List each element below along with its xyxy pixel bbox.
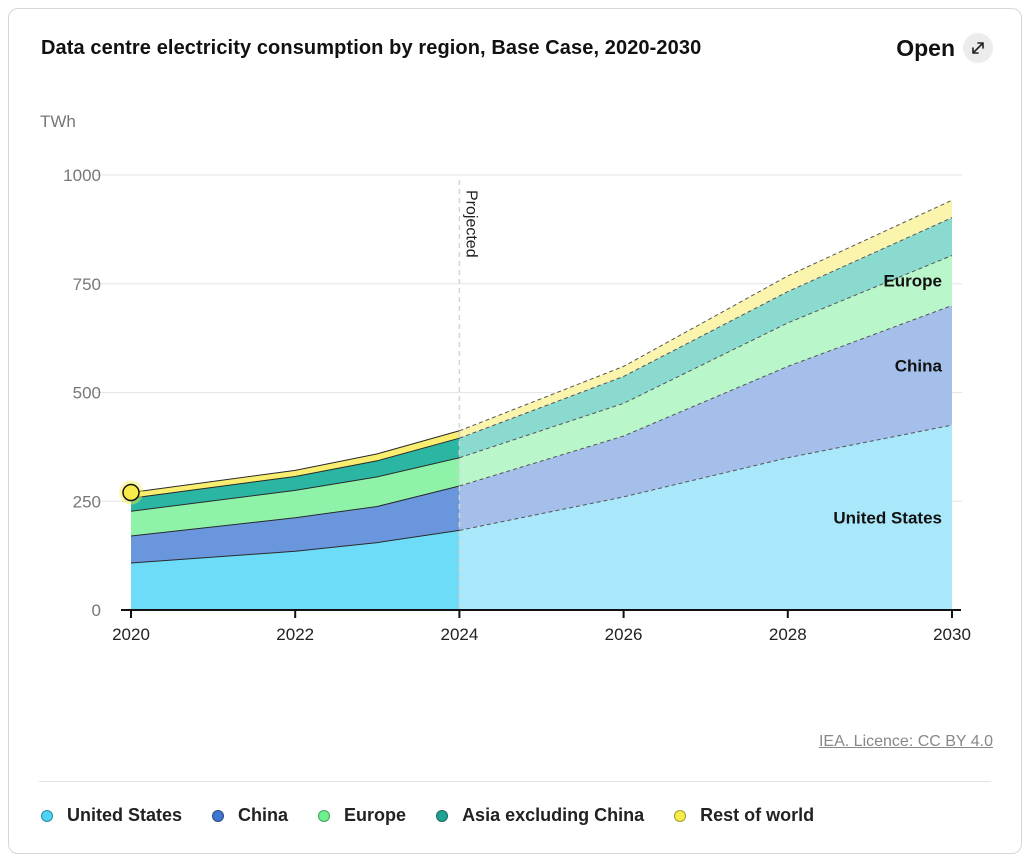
y-axis-label: TWh <box>40 112 76 131</box>
x-tick-label: 2030 <box>933 625 971 644</box>
open-label: Open <box>896 34 955 61</box>
series-line-historical <box>130 529 460 564</box>
legend-swatch <box>674 809 687 822</box>
series-line-projected <box>459 217 953 439</box>
legend-swatch <box>212 809 225 822</box>
series-line-historical <box>130 457 460 512</box>
legend-item[interactable]: United States <box>41 805 182 826</box>
y-tick-label: 750 <box>73 275 101 294</box>
x-tick-label: 2028 <box>769 625 807 644</box>
legend-item[interactable]: Rest of world <box>674 805 814 826</box>
area-projected <box>459 200 952 439</box>
x-tick-label: 2026 <box>605 625 643 644</box>
legend-label: Rest of world <box>700 805 815 825</box>
series-label: United States <box>833 509 942 528</box>
series-line-historical <box>130 437 460 499</box>
chart-title: Data centre electricity consumption by r… <box>41 37 702 59</box>
x-tick-label: 2020 <box>112 625 150 644</box>
area-historical <box>131 530 460 610</box>
series-label: China <box>895 356 943 375</box>
legend-label: Asia excluding China <box>462 805 645 825</box>
legend-item[interactable]: Europe <box>318 805 406 826</box>
area-projected <box>459 305 952 531</box>
legend-label: Europe <box>344 805 407 825</box>
legend-swatch <box>436 809 449 822</box>
legend-divider <box>39 781 991 782</box>
y-tick-label: 1000 <box>63 166 101 185</box>
legend-label: United States <box>67 805 183 825</box>
open-button[interactable]: Open <box>896 33 993 63</box>
legend-label: China <box>238 805 289 825</box>
highlight-point <box>122 483 140 502</box>
legend-swatch <box>318 809 331 822</box>
area-projected <box>459 255 952 487</box>
y-tick-label: 250 <box>73 492 101 511</box>
area-projected <box>459 217 952 458</box>
legend-item[interactable]: China <box>212 805 288 826</box>
x-tick-label: 2022 <box>276 625 314 644</box>
series-label: Europe <box>883 271 942 290</box>
x-tick-label: 2024 <box>440 625 478 644</box>
area-historical <box>131 486 460 564</box>
series-line-projected <box>459 255 953 459</box>
projected-label: Projected <box>462 190 479 258</box>
series-line-projected <box>459 305 953 487</box>
series-line-projected <box>459 424 953 531</box>
licence-link[interactable]: IEA. Licence: CC BY 4.0 <box>818 733 993 750</box>
legend-swatch <box>41 809 53 822</box>
legend-item[interactable]: Asia excluding China <box>436 805 644 826</box>
series-line-historical <box>130 430 460 494</box>
y-tick-label: 0 <box>92 601 101 620</box>
area-chart: 0 250 500 750 1000 TWh Projected 2020 2022 2024 20… <box>40 112 971 644</box>
area-historical <box>131 438 460 512</box>
y-tick-label: 500 <box>73 384 101 403</box>
area-historical <box>131 430 460 499</box>
area-projected <box>459 425 952 610</box>
series-line-historical <box>130 485 460 537</box>
chart-legend: United States China Europe Asia excluding C… <box>41 805 844 826</box>
expand-icon <box>963 33 993 63</box>
